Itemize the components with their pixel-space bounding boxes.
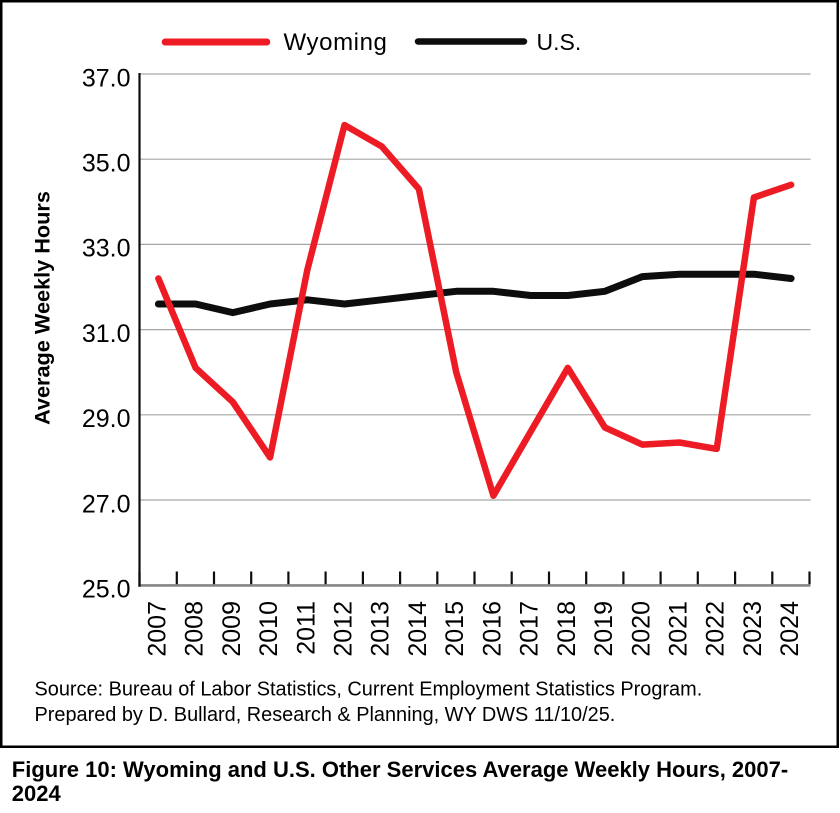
svg-text:2024: 2024 — [776, 601, 804, 657]
svg-text:2017: 2017 — [516, 601, 544, 657]
svg-text:2023: 2023 — [739, 601, 767, 657]
svg-text:2019: 2019 — [590, 601, 618, 657]
svg-text:2016: 2016 — [478, 601, 506, 657]
svg-text:2012: 2012 — [330, 601, 358, 657]
svg-text:2020: 2020 — [627, 601, 655, 657]
svg-text:2022: 2022 — [702, 601, 730, 657]
svg-text:33.0: 33.0 — [82, 235, 131, 263]
svg-text:2024: 2024 — [12, 781, 62, 806]
svg-text:Prepared by D. Bullard, Resear: Prepared by D. Bullard, Research & Plann… — [35, 704, 616, 726]
svg-text:2009: 2009 — [218, 601, 246, 657]
svg-text:2014: 2014 — [404, 601, 432, 657]
svg-text:2010: 2010 — [255, 601, 283, 657]
svg-text:2007: 2007 — [143, 601, 171, 657]
svg-text:35.0: 35.0 — [82, 150, 131, 178]
svg-text:Figure 10: Wyoming and U.S. Ot: Figure 10: Wyoming and U.S. Other Servic… — [12, 757, 788, 782]
svg-text:31.0: 31.0 — [82, 320, 131, 348]
svg-text:2008: 2008 — [181, 601, 209, 657]
svg-text:2011: 2011 — [292, 601, 320, 655]
svg-text:25.0: 25.0 — [82, 576, 131, 604]
svg-text:2021: 2021 — [665, 601, 693, 657]
svg-text:27.0: 27.0 — [82, 490, 131, 518]
svg-text:Source: Bureau of Labor Statis: Source: Bureau of Labor Statistics, Curr… — [35, 678, 703, 700]
svg-text:Wyoming: Wyoming — [284, 29, 388, 56]
svg-text:29.0: 29.0 — [82, 405, 131, 433]
svg-text:37.0: 37.0 — [82, 64, 131, 92]
svg-text:U.S.: U.S. — [537, 29, 582, 55]
svg-text:2018: 2018 — [553, 601, 581, 657]
svg-text:2013: 2013 — [367, 601, 395, 657]
svg-text:Average Weekly Hours: Average Weekly Hours — [29, 191, 54, 425]
svg-text:2015: 2015 — [441, 601, 469, 657]
